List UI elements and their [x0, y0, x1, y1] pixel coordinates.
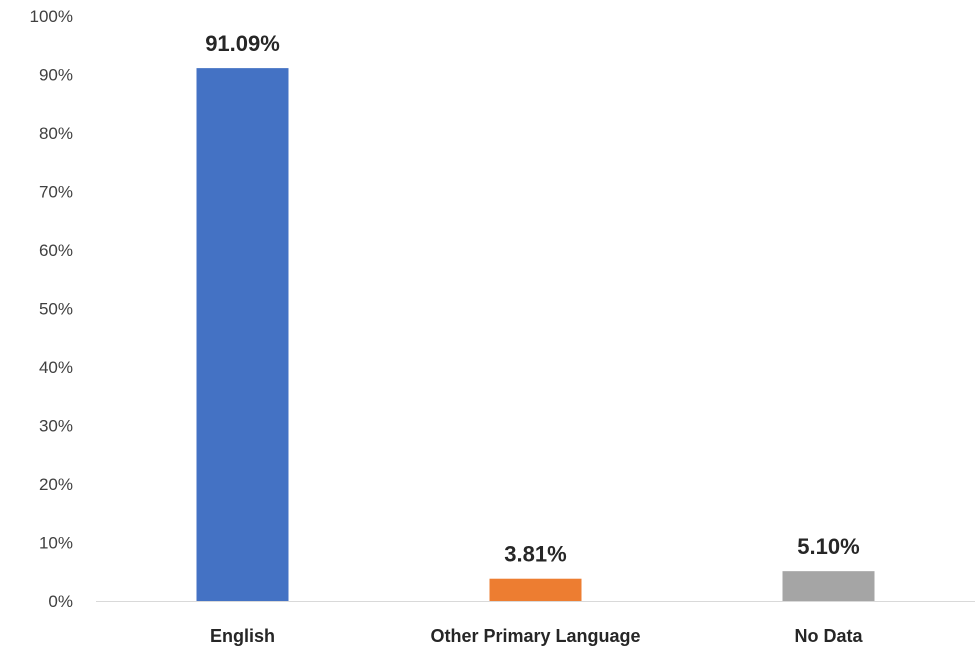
y-tick-label: 70% [39, 183, 73, 202]
category-label: English [210, 626, 275, 646]
y-tick-label: 10% [39, 534, 73, 553]
bar-other-primary-language [489, 578, 582, 601]
data-labels: 91.09% 3.81% 5.10% [205, 31, 860, 567]
bar-no-data [782, 571, 875, 601]
data-label: 91.09% [205, 31, 280, 56]
data-label: 5.10% [797, 534, 859, 559]
data-label: 3.81% [504, 542, 566, 567]
category-label: Other Primary Language [430, 626, 640, 646]
y-axis-tick-labels: 0% 10% 20% 30% 40% 50% 60% 70% 80% 90% 100% [30, 7, 73, 611]
bars [196, 68, 875, 602]
y-tick-label: 20% [39, 475, 73, 494]
category-label: No Data [794, 626, 863, 646]
bar-english [196, 68, 289, 602]
y-tick-label: 0% [48, 592, 73, 611]
category-labels: English Other Primary Language No Data [210, 626, 863, 646]
y-tick-label: 60% [39, 241, 73, 260]
y-tick-label: 80% [39, 124, 73, 143]
y-tick-label: 90% [39, 66, 73, 85]
y-tick-label: 100% [30, 7, 73, 26]
y-tick-label: 30% [39, 417, 73, 436]
y-tick-label: 40% [39, 358, 73, 377]
y-tick-label: 50% [39, 300, 73, 319]
